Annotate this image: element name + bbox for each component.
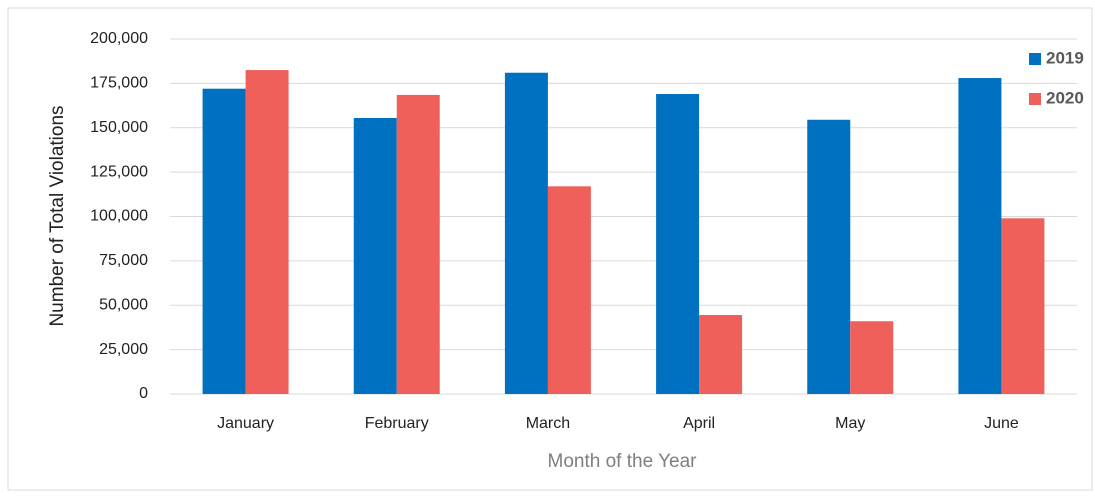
x-tick-label: March bbox=[526, 415, 570, 432]
y-tick-label: 100,000 bbox=[90, 208, 148, 225]
legend-swatch bbox=[1029, 53, 1041, 65]
bar bbox=[850, 321, 894, 394]
x-tick-label: February bbox=[365, 415, 429, 432]
legend-label: 2019 bbox=[1046, 48, 1084, 67]
bar bbox=[958, 78, 1002, 395]
x-tick-label: June bbox=[984, 415, 1019, 432]
bar bbox=[353, 117, 397, 395]
bar bbox=[245, 70, 289, 394]
bar bbox=[1001, 218, 1045, 394]
x-axis-title: Month of the Year bbox=[548, 451, 698, 472]
y-tick-label: 200,000 bbox=[90, 30, 148, 47]
y-tick-label: 50,000 bbox=[99, 296, 148, 313]
bar bbox=[202, 88, 246, 394]
bar bbox=[807, 119, 851, 394]
y-tick-label: 0 bbox=[139, 385, 148, 402]
legend-swatch bbox=[1029, 93, 1041, 105]
legend-label: 2020 bbox=[1046, 88, 1084, 107]
y-tick-label: 125,000 bbox=[90, 163, 148, 180]
y-tick-label: 25,000 bbox=[99, 341, 148, 358]
y-tick-label: 75,000 bbox=[99, 252, 148, 269]
bar bbox=[504, 72, 548, 394]
y-axis-title: Number of Total Violations bbox=[47, 105, 68, 326]
y-tick-label: 175,000 bbox=[90, 75, 148, 92]
bar bbox=[656, 94, 700, 395]
bar bbox=[396, 94, 440, 394]
bar bbox=[699, 315, 743, 394]
y-tick-label: 150,000 bbox=[90, 119, 148, 136]
bar bbox=[547, 186, 591, 394]
x-tick-label: May bbox=[835, 415, 865, 432]
x-tick-label: April bbox=[683, 415, 715, 432]
x-tick-label: January bbox=[217, 415, 274, 432]
